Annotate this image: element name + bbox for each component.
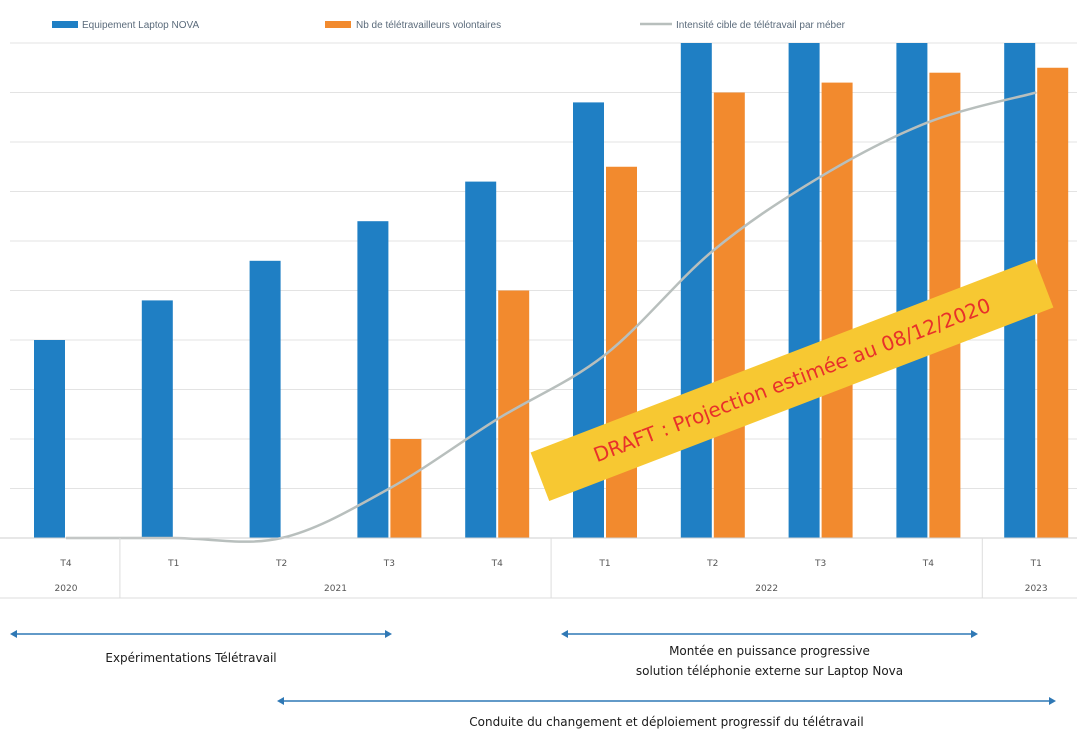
arrow-head-left: [10, 630, 17, 638]
x-axis: T4 T1 T2 T3 T4 T1 T2 T3 T4 T1 2020 2021 2022 2023: [0, 537, 1077, 599]
bar-laptop: [896, 43, 928, 538]
x-tick-label: T1: [167, 559, 179, 569]
annotation-label: Conduite du changement et déploiement pr…: [469, 715, 863, 729]
bar-volunteers: [606, 166, 637, 538]
bar-volunteers: [713, 92, 745, 538]
x-year-label: 2020: [55, 584, 78, 594]
x-tick-label: T3: [814, 559, 826, 569]
bar-volunteers: [498, 290, 530, 538]
bar-laptop: [141, 300, 173, 538]
bar-laptop: [34, 340, 65, 538]
annotation-label: solution téléphonie externe sur Laptop N…: [636, 664, 903, 678]
arrow-head-left: [561, 630, 568, 638]
bar-volunteers: [390, 439, 422, 538]
draft-stamp-background: [530, 258, 1054, 502]
arrow-head-right: [971, 630, 978, 638]
intensity-line: [66, 91, 1037, 543]
legend-label-volunteers: Nb de télétravailleurs volontaires: [356, 20, 501, 31]
legend-label-laptop: Equipement Laptop NOVA: [82, 20, 199, 31]
legend-swatch-laptop: [52, 21, 78, 28]
annotation-label: Expérimentations Télétravail: [105, 651, 276, 665]
x-tick-label: T1: [1030, 559, 1042, 569]
x-tick-label: T4: [59, 559, 71, 569]
x-year-label: 2021: [324, 584, 347, 594]
bars: [34, 43, 1069, 539]
arrow-head-right: [1049, 697, 1056, 705]
x-tick-label: T3: [383, 559, 395, 569]
bar-laptop: [680, 43, 712, 538]
annotations: Expérimentations Télétravail Montée en pu…: [10, 630, 1056, 729]
x-tick-label: T4: [491, 559, 503, 569]
arrow-head-left: [277, 697, 284, 705]
arrow-head-right: [385, 630, 392, 638]
x-year-label: 2022: [755, 584, 778, 594]
bar-laptop: [357, 221, 389, 538]
x-tick-label: T2: [706, 559, 718, 569]
bar-laptop: [788, 43, 820, 538]
legend-swatch-volunteers: [325, 21, 351, 28]
bar-laptop: [465, 181, 497, 538]
x-tick-label: T1: [598, 559, 610, 569]
bar-laptop: [249, 260, 281, 538]
x-tick-label: T4: [922, 559, 934, 569]
legend-label-intensity: Intensité cible de télétravail par méber: [676, 20, 846, 31]
annotation-label: Montée en puissance progressive: [669, 644, 870, 658]
bar-volunteers: [821, 82, 853, 538]
x-year-label: 2023: [1025, 584, 1048, 594]
intensity-line-group: [66, 91, 1037, 543]
legend: Equipement Laptop NOVA Nb de télétravail…: [52, 20, 846, 31]
x-tick-label: T2: [275, 559, 287, 569]
